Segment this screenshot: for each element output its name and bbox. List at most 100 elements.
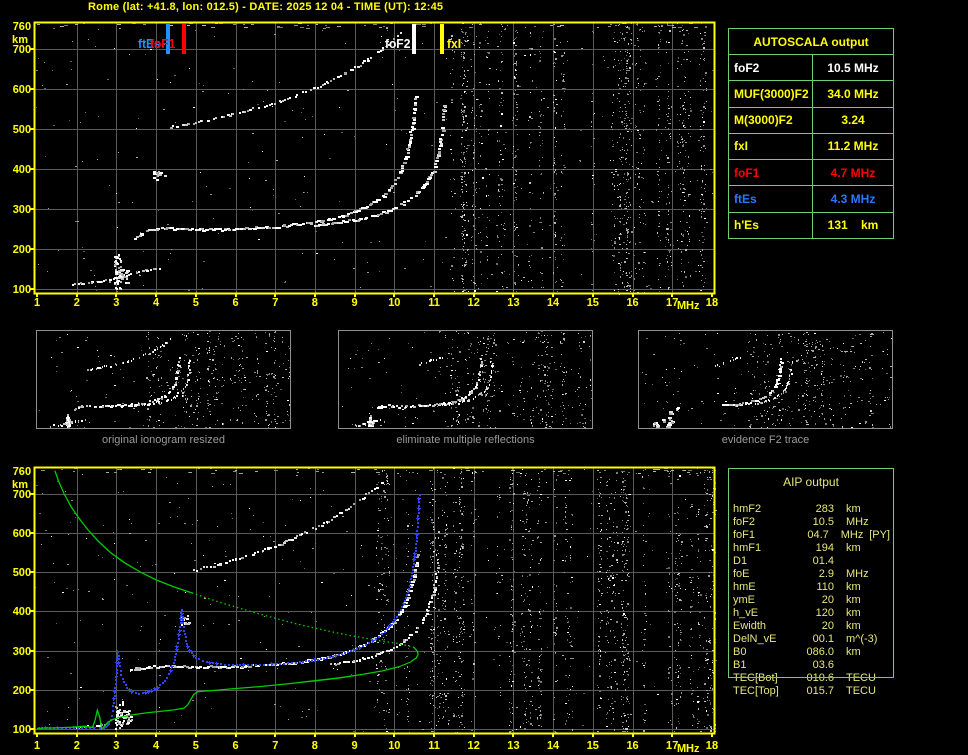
table-row: ymE 20 km [728,594,894,607]
aip-value: 015.7 [806,685,834,697]
aip-unit: km [846,620,861,632]
top-ionogram-plot [0,14,728,312]
aip-extra [876,607,894,620]
aip-extra [876,633,894,646]
parameter-label: ftEs [729,186,813,212]
aip-label: hmF1 [733,542,762,554]
aip-label: h_vE [733,607,759,619]
parameter-value: 11.2 MHz [827,139,879,154]
aip-unit: km [846,646,861,658]
table-row: h'Es 131 km [729,212,893,238]
aip-unit: km [846,542,861,554]
aip-value: 110 [816,581,834,593]
aip-label: hmF2 [733,503,762,515]
aip-extra [876,620,894,633]
aip-unit: km [846,607,861,619]
parameter-value: 34.0 MHz [827,86,879,101]
parameter-value: 131 km [827,218,879,233]
parameter-label: M(3000)F2 [729,107,813,133]
aip-label: B0 [733,646,747,658]
aip-value: 03.6 [812,659,834,671]
table-row: B0 086.0 km [728,646,894,659]
aip-value: 04.7 [807,529,829,541]
aip-unit: km [846,581,861,593]
aip-unit: km [846,594,861,606]
page-title: Rome (lat: +41.8, lon: 012.5) - DATE: 20… [88,1,444,13]
aip-value: 00.1 [812,633,834,645]
aip-extra [876,685,894,698]
autoscala-table-title: AUTOSCALA output [729,29,893,55]
parameter-label: foF2 [729,55,813,81]
aip-label: TEC[Bot] [733,672,778,684]
table-row: foF2 10.5 MHz [729,55,893,82]
aip-unit: km [846,503,861,515]
aip-value: 10.5 [812,516,834,528]
table-row: fxI 11.2 MHz [729,133,893,161]
parameter-label: MUF(3000)F2 [729,81,813,107]
aip-value: 120 [815,607,834,619]
parameter-label: h'Es [729,212,813,238]
aip-unit: MHz [846,516,869,528]
aip-label: D1 [733,555,748,567]
thumbnail-evidence-f2-trace [638,330,893,429]
table-row: ftEs 4.3 MHz [729,186,893,213]
bottom-ionogram-plot [0,458,728,755]
table-row: B1 03.6 [728,659,894,672]
aip-label: Ewidth [733,620,767,632]
thumbnail-caption-eliminate: eliminate multiple reflections [396,434,535,446]
autoscala-output-table: AUTOSCALA output foF2 10.5 MHz MUF(3000)F2… [728,28,894,239]
parameter-label: fxI [729,133,813,160]
aip-extra: [PY] [869,529,890,541]
aip-label: B1 [733,659,747,671]
parameter-label: foF1 [729,160,813,186]
table-row: hmF2 283 km [728,503,894,516]
aip-unit [834,555,876,568]
table-row: hmE 110 km [728,581,894,594]
aip-extra [876,594,894,607]
table-row: D1 01.4 [728,555,894,568]
aip-extra [876,672,894,685]
aip-value: 20 [821,620,834,632]
aip-label: DelN_vE [733,633,777,645]
thumbnail-original-ionogram [36,330,291,429]
table-row: foF1 04.7 MHz [PY] [728,529,894,542]
aip-unit: TECU [846,685,876,697]
parameter-value: 4.3 MHz [830,192,876,207]
parameter-value: 10.5 MHz [827,60,879,75]
aip-unit: MHz [846,568,869,580]
parameter-value: 4.7 MHz [830,165,876,180]
aip-value: 283 [815,503,834,515]
thumbnail-caption-original: original ionogram resized [102,434,225,446]
table-row: foE 2.9 MHz [728,568,894,581]
aip-label: TEC[Top] [733,685,779,697]
aip-value: 01.4 [812,555,834,567]
aip-label: foF2 [733,516,756,528]
thumbnail-caption-evidence: evidence F2 trace [721,434,810,446]
table-row: foF1 4.7 MHz [729,160,893,187]
aip-label: foF1 [733,529,756,541]
aip-label: hmE [733,581,756,593]
aip-extra [876,659,894,672]
table-row: hmF1 194 km [728,542,894,555]
aip-extra [876,542,894,555]
aip-unit: MHz [840,529,864,541]
aip-extra [876,503,894,516]
aip-unit: TECU [846,672,876,684]
table-row: DelN_vE 00.1 m^(-3) [728,633,894,646]
parameter-value: 3.24 [841,113,865,128]
aip-unit [834,659,876,672]
aip-value: 20 [821,594,834,606]
aip-table-body: hmF2 283 km foF2 10.5 MHz foF1 04.7 MHz [PY] hmF1 1… [728,503,894,698]
table-row: TEC[Bot] 010.6 TECU [728,672,894,685]
aip-label: ymE [733,594,755,606]
table-row: h_vE 120 km [728,607,894,620]
aip-extra [876,646,894,659]
aip-value: 010.6 [806,672,834,684]
aip-value: 086.0 [806,646,834,658]
table-row: TEC[Top] 015.7 TECU [728,685,894,698]
table-row: M(3000)F2 3.24 [729,107,893,134]
aip-extra [876,581,894,594]
aip-unit: m^(-3) [846,633,878,645]
table-row: foF2 10.5 MHz [728,516,894,529]
